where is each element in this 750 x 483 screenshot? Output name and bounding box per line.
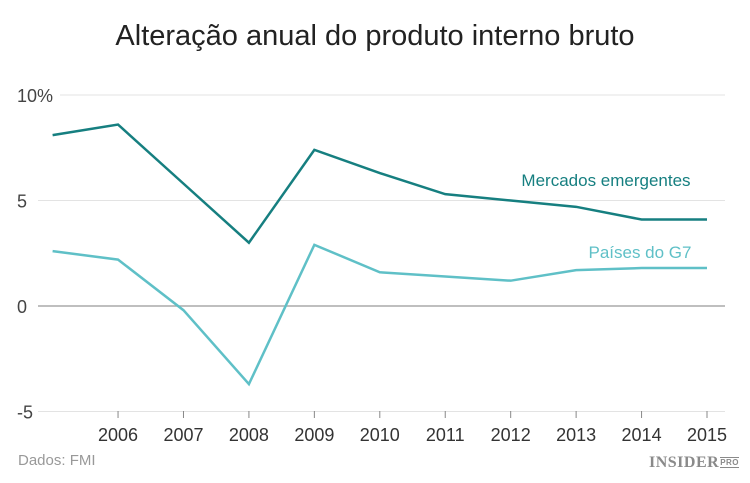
x-tick-label: 2014: [622, 425, 662, 445]
series-line-0: [52, 123, 707, 245]
y-tick-label: 0: [17, 297, 27, 317]
logo-text: INSIDER: [649, 454, 720, 471]
logo-sub: PRO: [720, 457, 740, 468]
x-tick-label: 2015: [687, 425, 727, 445]
source-note: Dados: FMI: [18, 452, 96, 469]
series-line-1: [52, 243, 707, 387]
y-tick-label: -5: [17, 403, 33, 423]
y-tick-label: 10%: [17, 86, 53, 106]
x-tick-label: 2012: [491, 425, 531, 445]
x-tick-label: 2006: [98, 425, 138, 445]
x-tick-label: 2008: [229, 425, 269, 445]
chart-title: Alteração anual do produto interno bruto: [115, 20, 635, 52]
x-tick-label: 2011: [426, 425, 465, 445]
x-tick-label: 2009: [294, 425, 334, 445]
insider-pro-logo: INSIDERPRO: [649, 454, 740, 472]
x-tick-label: 2007: [163, 425, 203, 445]
x-tick-label: 2010: [360, 425, 400, 445]
series-label: Mercados emergentes: [521, 171, 690, 190]
series-label: Países do G7: [588, 243, 691, 262]
y-tick-label: 5: [17, 192, 27, 212]
x-tick-label: 2013: [556, 425, 596, 445]
